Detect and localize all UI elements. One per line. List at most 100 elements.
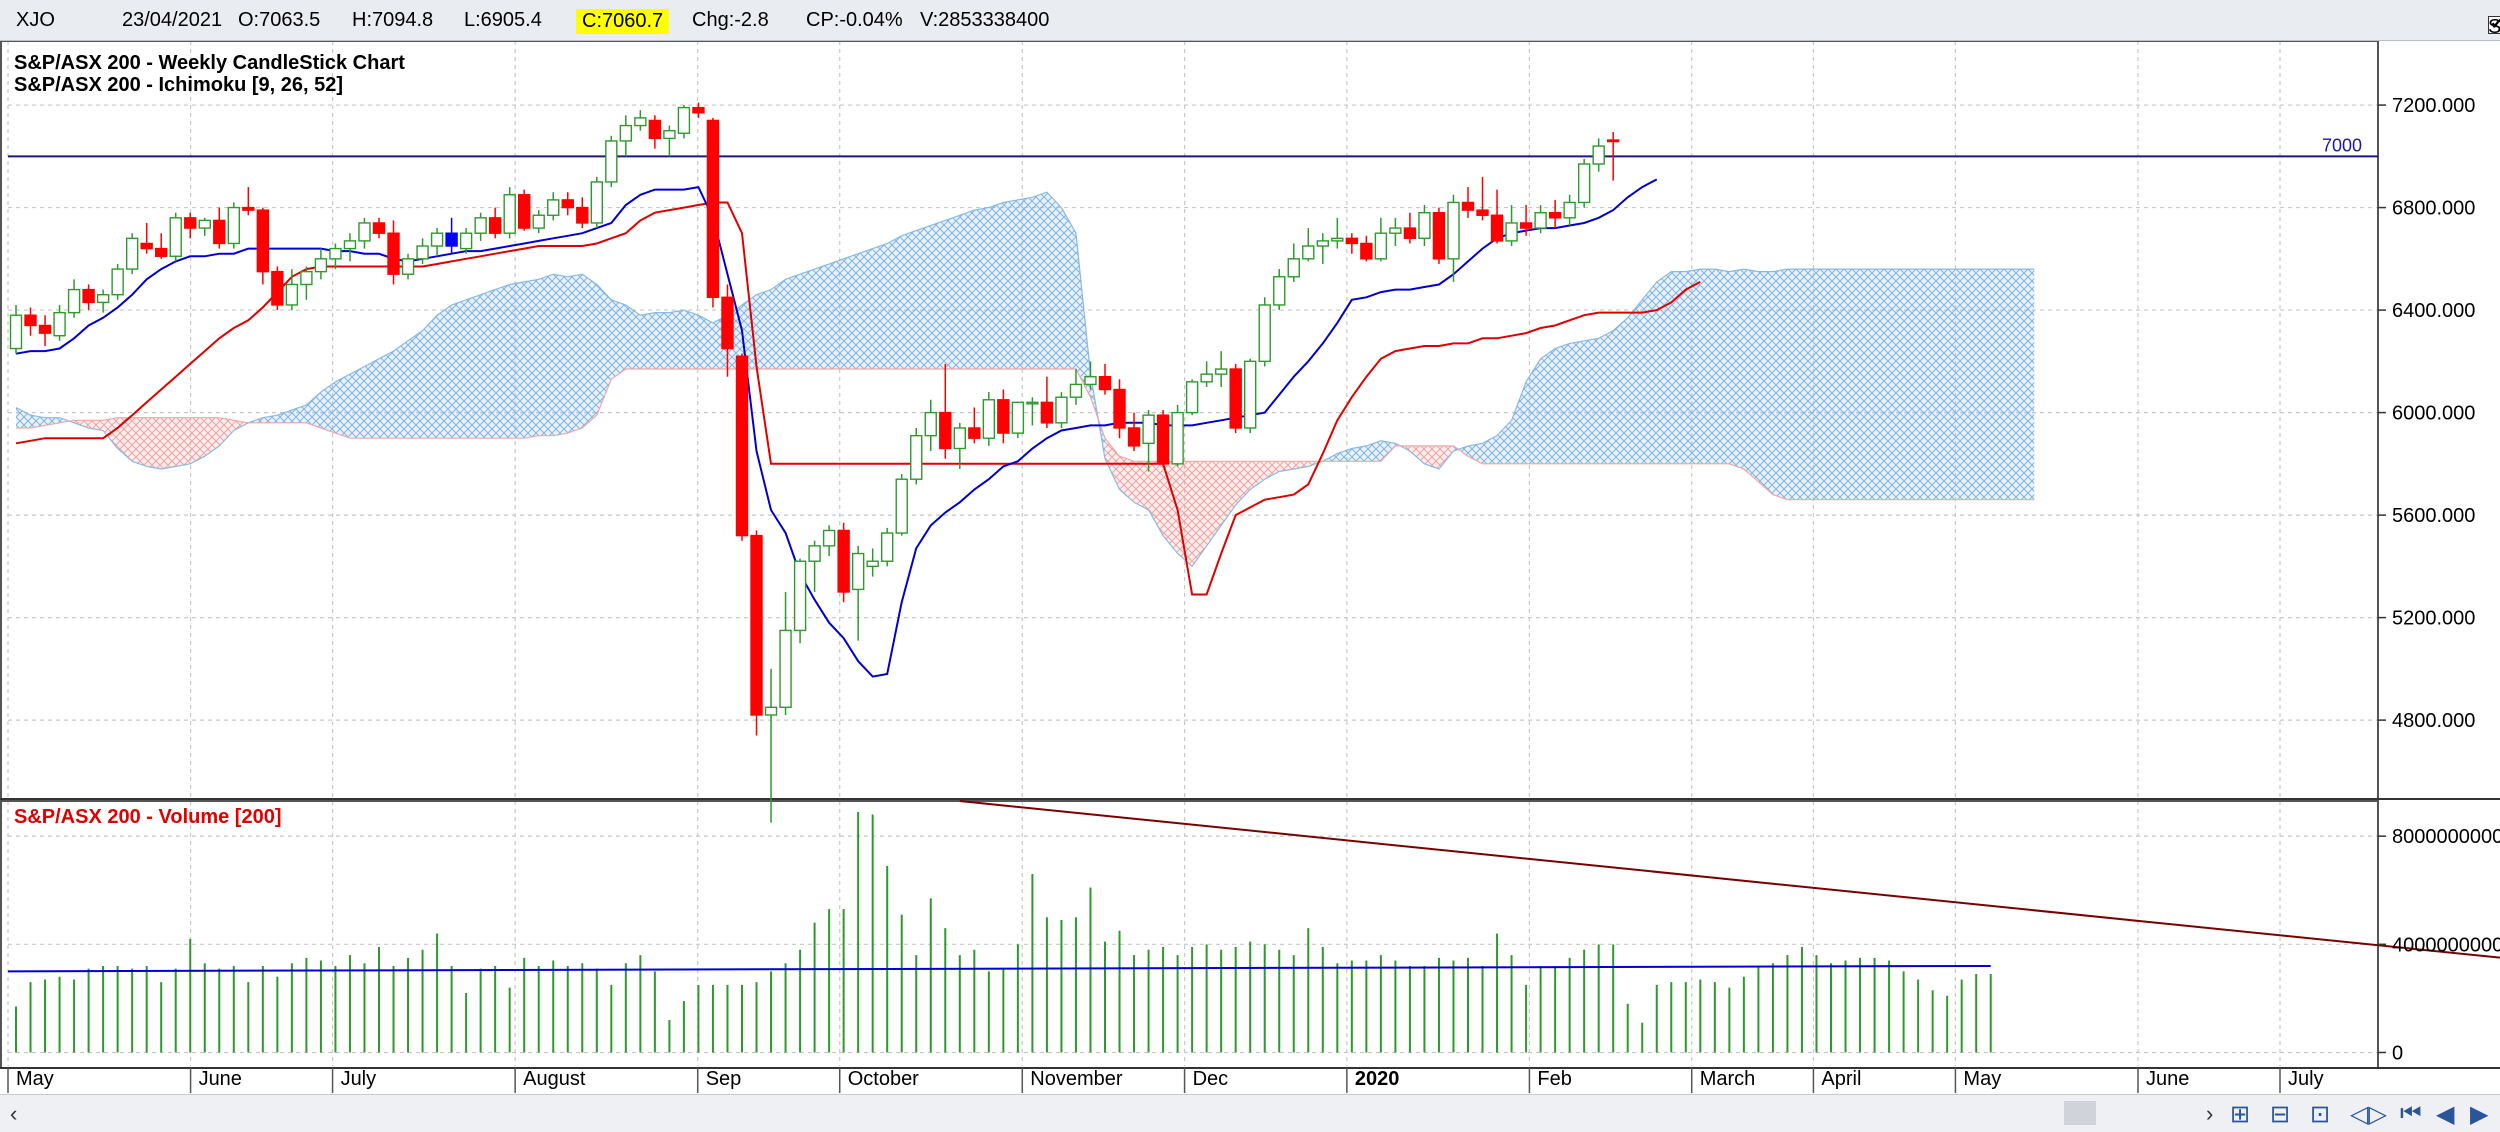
scroll-left-icon[interactable]: ‹ [10,1101,18,1126]
candle-body [750,534,763,716]
horizontal-scrollbar[interactable]: ‹ › ⊞ ⊟ ⊡ ◁▷ ⏮ ◀ ▶ [0,1094,2500,1132]
candle-body [997,399,1010,434]
candlestick [256,207,270,285]
candle-body [982,399,996,439]
candle-body [329,247,342,260]
cloud-segment [1671,271,1686,464]
zoom-out-icon[interactable]: ⊟ [2270,1101,2291,1128]
candlestick [1214,351,1228,387]
candle-body [764,706,778,716]
candlestick [1127,412,1141,452]
candlestick [198,217,211,236]
cloud-segment [698,315,713,370]
cloud-segment [1046,192,1062,370]
candlestick [300,266,313,300]
cloud-segment [262,415,278,423]
x-axis-label: June [199,1068,242,1090]
candlestick [1302,228,1315,262]
cloud-segment [509,281,525,439]
candlestick [1040,376,1054,428]
cloud-segment [756,289,772,370]
candlestick [140,222,153,254]
candlestick [503,187,516,239]
candle-body [1302,245,1315,260]
candle-body [169,217,182,257]
candle-body [1287,258,1300,278]
cloud-segment [988,202,1004,370]
cloud-segment [175,417,191,467]
candle-body [1316,240,1330,247]
cloud-segment [1656,271,1672,464]
cloud-segment [742,294,757,370]
candlestick [924,399,937,452]
volume-axis-label: 0 [2392,1042,2403,1064]
candlestick [1331,217,1344,249]
scroll-thumb[interactable] [2064,1101,2096,1125]
go-end-icon[interactable]: ⏮ [2400,1100,2422,1127]
zoom-in-icon[interactable]: ⊞ [2230,1101,2251,1128]
date-label: 23/04/2021 [122,9,223,31]
candle-body [1360,242,1373,260]
candlestick [445,217,458,254]
cloud-segment [146,417,162,469]
candlestick [968,407,981,444]
close-label: C:7060.7 [576,9,670,34]
candlestick [837,522,850,603]
cloud-segment [393,340,409,439]
candlestick [430,228,444,257]
cloud-segment [2005,269,2020,500]
candlestick [1273,269,1286,311]
candle-body [924,411,937,437]
cloud-segment [1889,269,1904,500]
cloud-segment [1700,269,1715,464]
candle-body [1331,237,1344,242]
step-back-icon[interactable]: ◀ [2436,1101,2455,1128]
zoom-fit-icon[interactable]: ⊡ [2310,1101,2331,1128]
cloud-segment [132,417,147,467]
candlestick [1113,379,1126,439]
cloud-segment [1235,461,1251,505]
checkbox-check-icon[interactable]: ✔ [2488,16,2500,34]
cloud-segment [422,315,438,439]
candle-body [1171,411,1184,465]
chart-canvas[interactable]: 7000 7200.000 6800.000 6400.000 6000.000 5600… [0,41,2500,1094]
candle-body [1258,304,1271,363]
candlestick [590,176,603,229]
cloud-segment [190,417,205,464]
candlestick [1563,194,1576,226]
volume-average-line [7,964,1991,973]
candle-body [1563,201,1576,219]
scroll-back-icon[interactable]: ◁▷ [2350,1101,2387,1128]
cloud-segment [1497,420,1512,464]
candlestick [38,315,52,346]
candle-body [822,529,836,547]
candlestick [1490,189,1504,244]
candle-body [9,314,23,350]
cloud-segment [1569,340,1585,464]
candlestick [82,284,95,311]
cloud-segment [1192,461,1207,567]
cloud-segment [1961,269,1977,500]
candlestick [1229,363,1242,434]
candlestick [1055,392,1068,428]
candle-body [111,268,124,296]
candle-body [910,434,923,480]
cloud-segment [596,284,612,416]
y-axis-area [2378,41,2500,1094]
step-forward-icon[interactable]: ▶ [2470,1101,2489,1128]
candle-body [184,217,197,229]
scroll-right-icon[interactable]: › [2206,1101,2214,1126]
candlestick [895,474,908,536]
candlestick [982,392,996,446]
x-axis-label: Dec [1193,1068,1229,1090]
cloud-segment [1206,461,1222,546]
ichimoku-cloud [15,191,2035,568]
candle-body [503,194,516,234]
ichimoku-subtitle: S&P/ASX 200 - Ichimoku [9, 26, 52] [14,74,343,96]
cloud-segment [1787,269,1802,500]
cloud-segment [1409,445,1425,464]
candlestick [343,233,357,262]
cloud-segment [1061,207,1076,370]
senkou-span-a-line [15,191,2035,568]
candle-body [300,270,313,286]
